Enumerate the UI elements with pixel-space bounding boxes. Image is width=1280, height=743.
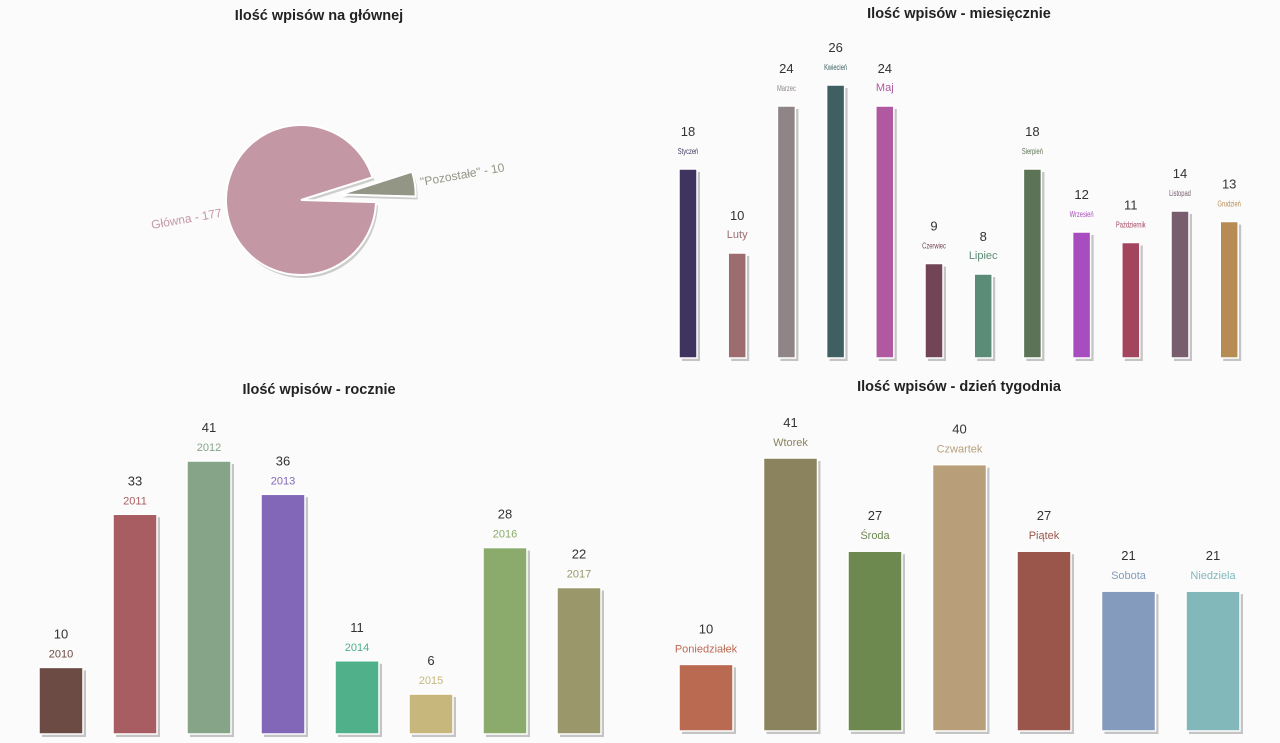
bar-value-label: 6 <box>427 653 434 668</box>
bar-category-label: Maj <box>876 82 894 94</box>
bar[interactable] <box>931 463 988 732</box>
bar-category-label: Sobota <box>1111 570 1147 582</box>
bar-category-label: Lipiec <box>969 250 998 262</box>
bar[interactable] <box>1100 590 1157 732</box>
pie-chart: Główna - 177"Pozostałe" - 10 <box>150 124 506 278</box>
bar[interactable] <box>112 513 158 735</box>
bar-value-label: 8 <box>980 229 987 244</box>
bar[interactable] <box>186 460 232 735</box>
bar-category-label: 2016 <box>493 529 517 541</box>
bar-category-label: 2012 <box>197 442 221 454</box>
bar-value-label: 40 <box>952 422 966 437</box>
bar-value-label: 12 <box>1074 187 1088 202</box>
bar-category-label: Piątek <box>1029 530 1060 542</box>
bar-value-label: 21 <box>1121 548 1135 563</box>
pie-chart-title: Ilość wpisów na głównej <box>234 8 404 24</box>
bar-category-label: Sierpień <box>1022 148 1043 156</box>
bar-value-label: 11 <box>1124 198 1138 213</box>
bar-value-label: 41 <box>202 420 216 435</box>
bar-category-label: 2011 <box>123 495 147 507</box>
bar[interactable] <box>556 586 602 735</box>
bar[interactable] <box>924 262 944 359</box>
bar[interactable] <box>776 105 797 359</box>
bar-value-label: 26 <box>828 40 842 55</box>
bar-value-label: 11 <box>350 620 364 635</box>
bar-category-label: Październik <box>1116 222 1146 230</box>
bar[interactable] <box>847 550 903 732</box>
bar-value-label: 18 <box>1025 124 1039 139</box>
bar-value-label: 14 <box>1173 166 1187 181</box>
bar[interactable] <box>1185 590 1241 732</box>
bar-value-label: 22 <box>572 547 586 562</box>
bar-value-label: 28 <box>498 507 512 522</box>
bar-value-label: 9 <box>930 219 937 234</box>
bar-value-label: 24 <box>878 61 892 76</box>
bar-category-label: Luty <box>727 229 748 241</box>
bar-value-label: 24 <box>779 61 793 76</box>
bar[interactable] <box>1022 168 1043 359</box>
bar[interactable] <box>825 84 846 359</box>
bar[interactable] <box>260 493 306 735</box>
bar[interactable] <box>678 168 698 359</box>
pie-slice[interactable] <box>340 170 417 198</box>
weekday-chart-title: Ilość wpisów - dzień tygodnia <box>857 379 1061 395</box>
bar[interactable] <box>875 105 895 359</box>
bar[interactable] <box>762 457 819 732</box>
bar-value-label: 41 <box>783 415 797 430</box>
bar-category-label: Środa <box>860 529 890 542</box>
bar[interactable] <box>1170 210 1190 359</box>
bar-category-label: 2014 <box>345 642 369 654</box>
bar-value-label: 33 <box>128 473 142 488</box>
bar-value-label: 27 <box>868 508 882 523</box>
bar-category-label: Poniedziałek <box>675 643 738 655</box>
bar-category-label: Wrzesień <box>1070 211 1094 219</box>
bar[interactable] <box>1016 550 1072 732</box>
bar-value-label: 13 <box>1222 177 1236 192</box>
bar-category-label: Marzec <box>777 85 796 93</box>
bar-category-label: Kwiecień <box>824 64 847 72</box>
bar-category-label: Czerwiec <box>922 243 946 251</box>
bar[interactable] <box>482 546 528 735</box>
bar-value-label: 10 <box>730 208 744 223</box>
bar-value-label: 18 <box>681 124 695 139</box>
bar[interactable] <box>408 693 454 735</box>
bar-category-label: Grudzień <box>1218 201 1241 209</box>
bar[interactable] <box>1071 231 1092 359</box>
bar-value-label: 10 <box>699 621 713 636</box>
yearly-bar-chart: 2010 10 2011 33 2012 41 2013 36 2014 11 2015 6 2016 2… <box>38 420 604 737</box>
bar[interactable] <box>38 666 84 735</box>
bar-category-label: 2017 <box>567 569 591 581</box>
bar[interactable] <box>1121 241 1141 359</box>
bar-category-label: 2010 <box>49 648 73 660</box>
bar-value-label: 10 <box>54 626 68 641</box>
monthly-chart-title: Ilość wpisów - miesięcznie <box>867 6 1051 22</box>
yearly-chart-title: Ilość wpisów - rocznie <box>242 382 396 398</box>
bar-category-label: 2013 <box>271 475 295 487</box>
bar-category-label: Styczeń <box>678 148 699 156</box>
bar-value-label: 27 <box>1037 508 1051 523</box>
bar[interactable] <box>334 660 380 735</box>
bar-category-label: 2015 <box>419 675 443 687</box>
pie-slice[interactable] <box>225 124 378 276</box>
bar-category-label: Niedziela <box>1190 570 1236 582</box>
monthly-bar-chart: Styczeń 18 Luty 10 Marzec 24 Kwiecień 26 Maj 24 Cz… <box>678 40 1242 361</box>
bar-category-label: Wtorek <box>773 437 808 449</box>
bar-value-label: 21 <box>1206 548 1220 563</box>
bar[interactable] <box>973 273 993 359</box>
bar[interactable] <box>727 252 747 359</box>
bar-category-label: Czwartek <box>937 444 983 456</box>
bar-value-label: 36 <box>276 453 290 468</box>
bar-category-label: Listopad <box>1169 190 1191 198</box>
bar[interactable] <box>678 663 734 732</box>
bar[interactable] <box>1219 220 1239 359</box>
